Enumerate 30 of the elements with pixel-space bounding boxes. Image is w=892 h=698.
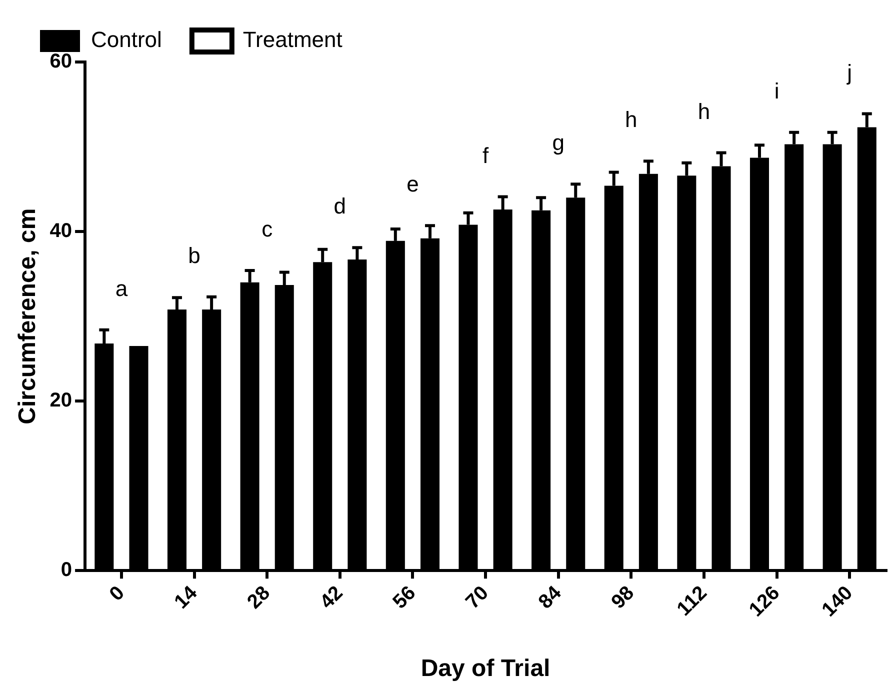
- x-tick-label: 126: [745, 582, 784, 622]
- legend-label: Control: [91, 27, 162, 52]
- annotation: d: [334, 194, 346, 219]
- annotation: i: [774, 78, 780, 104]
- y-tick-label: 0: [60, 559, 72, 582]
- annotation: h: [625, 107, 638, 132]
- y-tick-label: 20: [50, 390, 72, 412]
- x-tick-label: 14: [170, 581, 202, 614]
- x-tick-label: 112: [673, 582, 712, 620]
- annotation: e: [406, 172, 419, 197]
- annotation: c: [262, 216, 273, 242]
- annotation: j: [846, 60, 852, 85]
- x-tick-label: 70: [462, 582, 493, 614]
- x-tick-label: 84: [534, 581, 566, 614]
- y-axis-title: Circumference, cm: [14, 208, 42, 424]
- x-tick-label: 42: [316, 582, 348, 614]
- y-tick-label: 40: [50, 220, 72, 242]
- legend-label: Treatment: [242, 27, 342, 52]
- annotation: a: [115, 276, 128, 301]
- x-tick-label: 98: [607, 582, 639, 614]
- x-tick-label: 56: [388, 582, 420, 614]
- y-tick-label: 60: [50, 50, 72, 73]
- annotation: f: [482, 142, 490, 168]
- annotation: g: [552, 130, 564, 156]
- x-tick-label: 0: [105, 582, 129, 606]
- annotation: h: [698, 98, 710, 124]
- annotation: b: [188, 242, 200, 268]
- x-tick-label: 28: [243, 582, 275, 614]
- x-axis-title: Day of Trial: [420, 655, 550, 682]
- x-tick-label: 140: [818, 582, 858, 622]
